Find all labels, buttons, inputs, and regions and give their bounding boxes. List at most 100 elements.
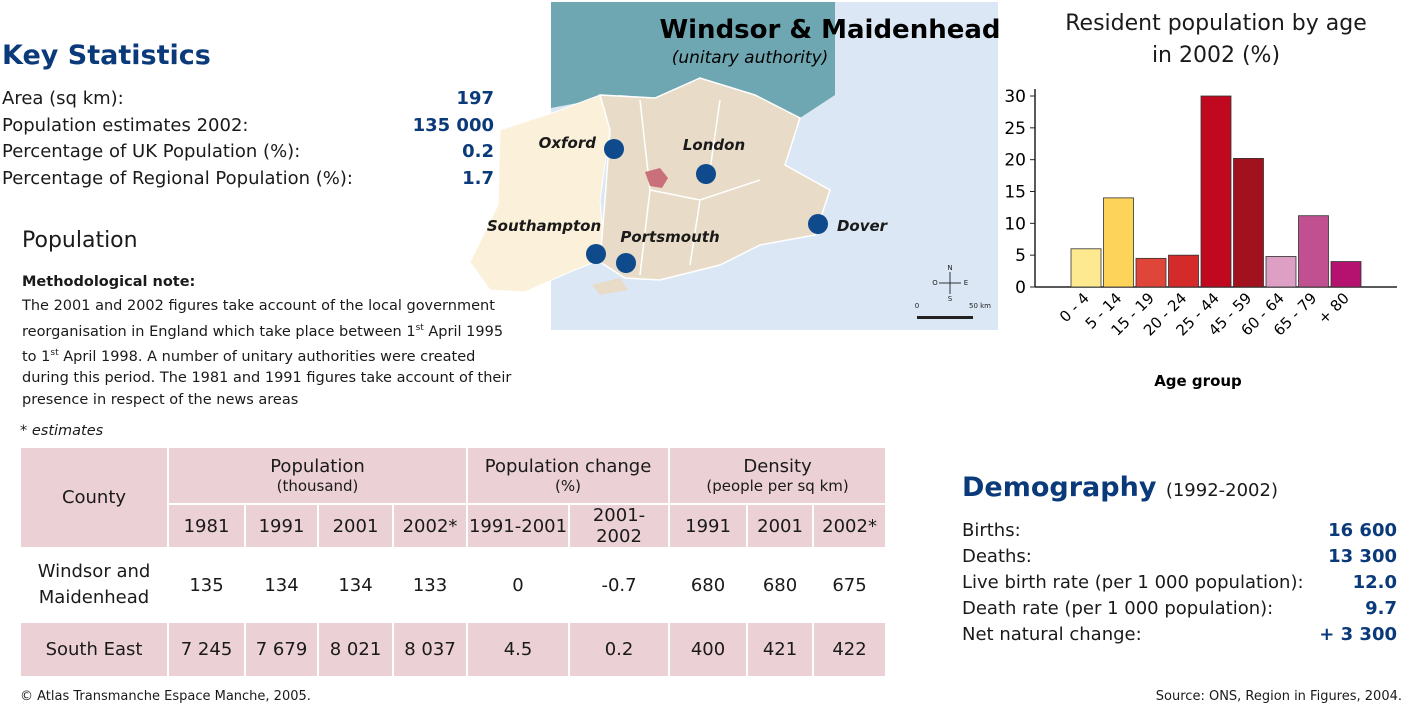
bar [1070,248,1102,288]
city-dot [604,139,624,159]
column-header: 1991-2001 [466,503,571,549]
county-cell: Windsor and Maidenhead [19,547,169,623]
compass-label: S [948,295,953,303]
compass-label: N [947,264,952,272]
south-east-land [598,77,831,281]
stat-label: Births: [962,520,1021,541]
x-axis-label: Age group [1154,372,1242,390]
county-cell: South East [19,621,169,678]
bar [1200,95,1232,288]
cell: 133 [391,547,469,623]
city-dot [586,244,606,264]
cell: 680 [668,547,749,623]
stat-label: Percentage of Regional Population (%): [2,167,353,189]
column-header: 1991 [244,503,319,549]
header-cell: Population change (%) [466,446,671,505]
source: Source: ONS, Region in Figures, 2004. [1155,689,1402,704]
column-header: 1991 [668,503,749,549]
city-label: Portsmouth [620,228,719,246]
population-title: Population [22,228,138,253]
city-label: London [683,136,745,154]
cell: 680 [746,547,815,623]
cell: 8 021 [317,621,394,678]
stat-label: Deaths: [962,546,1032,567]
cell: 0.2 [568,621,671,678]
cell: 400 [668,621,749,678]
cell: 4.5 [466,621,571,678]
city-label: Oxford [539,134,597,152]
scale-bar [917,316,973,319]
stat-row: Deaths: 13 300 [962,546,1397,567]
note-sup: st [415,322,424,333]
y-tick-label: 5 [1015,246,1026,266]
stat-value: 197 [456,88,494,109]
map: Oxford London Southampton Portsmouth Dov… [469,2,1001,330]
column-header: 2001-2002 [568,503,671,549]
stat-value: 1.7 [462,167,494,189]
note-text: April 1995 to 1 [22,323,504,365]
stat-value: 13 300 [1328,546,1397,567]
key-stats-title: Key Statistics [2,40,211,71]
stat-label: Net natural change: [962,624,1142,645]
stat-label: Live birth rate (per 1 000 population): [962,572,1304,593]
demography-title: Demography [962,472,1157,503]
column-header: 2001 [317,503,394,549]
bar [1330,261,1362,288]
cell: 7 679 [244,621,319,678]
note-text: April 1998. A number of unitary authorit… [22,348,512,408]
bar [1298,215,1329,288]
stat-row: Net natural change: + 3 300 [962,624,1397,645]
header-cell: County [19,446,169,549]
scale-label: 0 [915,302,919,310]
column-header: 2002* [391,503,469,549]
note-title: Methodological note: [22,274,196,290]
bar [1168,254,1199,288]
compass-label: E [964,279,968,287]
scale-label: 50 km [969,302,991,310]
stat-row: Percentage of UK Population (%): 0.2 [2,141,494,162]
group-title: Population change [484,456,652,477]
bar [1233,157,1264,288]
stat-row: Population estimates 2002: 135 000 [2,115,494,136]
windsor-area [645,168,668,188]
column-header: 2001 [746,503,815,549]
bar [1103,197,1134,288]
y-tick-label: 20 [1004,151,1026,171]
note: The 2001 and 2002 figures take account o… [22,296,518,411]
chart-title: Resident population by age in 2002 (%) [1065,11,1367,68]
group-unit: (people per sq km) [706,477,849,495]
group-unit: (thousand) [276,477,359,495]
city-label: Southampton [487,217,601,235]
cell: 134 [317,547,394,623]
stat-row: Death rate (per 1 000 population): 9.7 [962,598,1397,619]
table: County Population (thousand) Population c… [19,446,888,678]
stat-value: 0.2 [462,141,494,162]
stat-label: Area (sq km): [2,88,124,109]
north-region [551,2,835,118]
bar [1265,256,1297,288]
y-tick-label: 10 [1004,214,1026,234]
map-subtitle: (unitary authority) [672,48,829,68]
copyright: © Atlas Transmanche Espace Manche, 2005. [20,689,311,704]
stat-row: Births: 16 600 [962,520,1397,541]
compass-label: O [932,279,938,287]
bar [1135,257,1167,288]
cell: 134 [244,547,319,623]
demography-period: (1992-2002) [1165,480,1278,501]
estimates-note: * estimates [20,423,104,439]
city-dot [616,253,636,273]
y-tick-label: 30 [1004,87,1026,107]
cell: -0.7 [568,547,671,623]
city-label: Dover [837,217,889,235]
cell: 422 [812,621,888,678]
stat-row: Percentage of Regional Population (%): 1.… [2,168,494,189]
cell: 8 037 [391,621,469,678]
stat-row: Area (sq km): 197 [2,88,494,109]
stat-value: + 3 300 [1319,624,1397,645]
stat-value: 16 600 [1328,520,1397,541]
note-sup: st [50,347,59,358]
stat-row: Live birth rate (per 1 000 population): 1… [962,572,1397,593]
